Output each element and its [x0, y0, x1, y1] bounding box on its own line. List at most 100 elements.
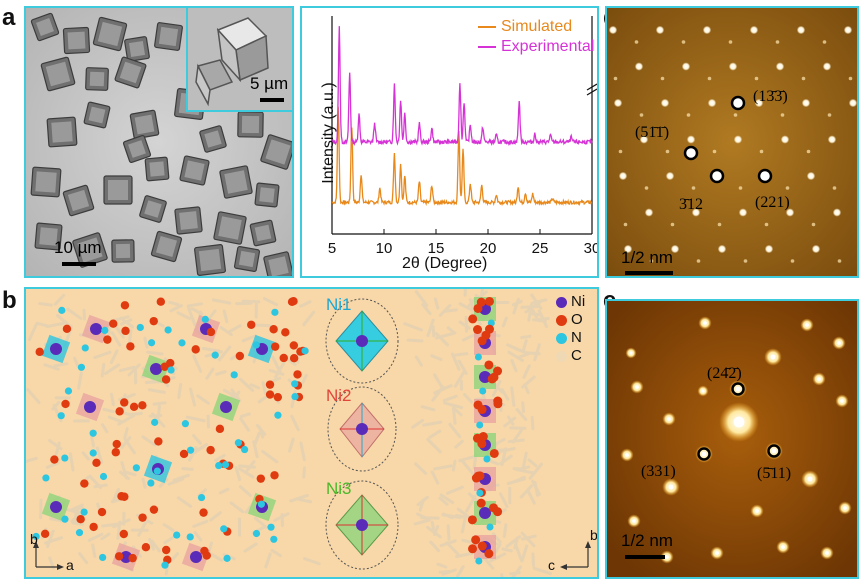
o-atom — [473, 471, 483, 481]
o-atom — [484, 360, 494, 370]
framework-bc-view — [403, 289, 553, 577]
diffraction-spot-core — [668, 484, 674, 490]
bond-stick — [45, 321, 66, 329]
bond-stick — [442, 394, 458, 403]
n-atom — [486, 523, 494, 531]
sem-image-panel: 5 µm 10 µm — [24, 6, 294, 278]
pxrd-chart-panel: 5 10 15 20 25 30 Simulated Experimental Inten… — [300, 6, 599, 278]
ni1-coordination-ellipse — [325, 298, 399, 384]
diffraction-spot-core — [665, 555, 669, 559]
saed-pattern-d — [607, 8, 857, 276]
bond-stick — [516, 352, 530, 359]
crystal-cube-face — [224, 170, 248, 194]
n-atom — [483, 455, 491, 463]
bond-stick — [193, 531, 203, 542]
weak-diffraction-spot — [759, 149, 764, 154]
bond-stick — [303, 557, 321, 566]
crystal-cube-face — [77, 237, 103, 263]
bond-stick — [192, 434, 202, 445]
bond-stick — [176, 496, 193, 508]
n-atom — [234, 439, 243, 447]
diffraction-spot-core — [703, 321, 707, 325]
ni-atom — [190, 551, 202, 563]
n-atom — [173, 531, 181, 539]
legend-experimental-label: Experimental — [501, 38, 595, 55]
ni-atom — [84, 401, 96, 413]
diffraction-spot — [822, 62, 832, 71]
bond-stick — [239, 412, 251, 418]
bond-stick — [181, 467, 194, 471]
bond-stick — [26, 456, 38, 463]
bond-stick — [446, 524, 451, 541]
bond-stick — [531, 552, 536, 568]
o-atom — [489, 372, 499, 382]
bond-stick — [258, 425, 265, 439]
weak-diffraction-spot — [691, 186, 696, 190]
bond-stick — [209, 511, 222, 522]
diffraction-spot-core — [735, 386, 741, 392]
diffraction-spot-core — [840, 399, 844, 403]
weak-diffraction-spot — [754, 76, 759, 81]
crystal-cube-face — [238, 250, 256, 268]
bond-stick — [520, 334, 532, 340]
diffraction-spot — [665, 171, 675, 181]
crystal-cube-face — [204, 130, 222, 148]
bond-stick — [243, 542, 258, 553]
bond-stick — [530, 312, 542, 317]
diffraction-spot — [639, 135, 649, 144]
crystal-cube-face — [259, 187, 275, 203]
n-atom — [75, 529, 84, 537]
diffraction-spot — [785, 208, 795, 217]
n-atom — [58, 306, 66, 314]
n-atom — [99, 472, 108, 481]
legend-o-label: O — [571, 311, 583, 328]
diffraction-spot-core — [701, 451, 707, 457]
bond-stick — [101, 522, 121, 528]
bond-stick — [201, 346, 221, 353]
diffraction-spot-core — [837, 341, 841, 345]
bond-stick — [436, 562, 448, 569]
bond-stick — [274, 361, 286, 379]
n-atom — [101, 326, 109, 335]
n-atom — [167, 366, 175, 374]
weak-diffraction-spot — [712, 149, 717, 154]
bond-stick — [443, 401, 464, 410]
saed-e-scale-bar — [625, 555, 665, 559]
legend-simulated-swatch — [478, 25, 496, 28]
bond-stick — [460, 459, 475, 475]
n-atom — [61, 515, 69, 523]
bond-stick — [414, 355, 423, 367]
o-atom — [235, 351, 245, 361]
legend-n-label: N — [571, 329, 582, 346]
o-atom — [115, 407, 124, 416]
o-atom — [149, 316, 158, 326]
ni-atom — [50, 343, 62, 355]
inset-scale-text: 5 µm — [250, 74, 289, 93]
crystal-cube-face — [179, 211, 198, 230]
bond-stick — [431, 385, 445, 402]
o-atom — [154, 437, 163, 446]
n-atom-swatch — [556, 332, 567, 344]
bond-stick — [172, 473, 190, 482]
weak-diffraction-spot — [639, 113, 644, 117]
bond-stick — [185, 415, 206, 423]
c-atom-swatch — [556, 350, 567, 362]
o-atom — [103, 335, 112, 344]
bond-stick — [162, 523, 175, 533]
bond-stick — [441, 568, 457, 576]
weak-diffraction-spot — [806, 149, 811, 154]
n-atom — [291, 392, 299, 401]
ni-atom — [90, 323, 102, 335]
bond-stick — [91, 543, 97, 558]
bond-stick — [110, 331, 122, 347]
bond-stick — [222, 309, 229, 324]
diffraction-spot — [618, 171, 628, 181]
n-atom — [230, 371, 238, 379]
bond-stick — [457, 359, 468, 375]
bond-stick — [519, 484, 534, 499]
bond-stick — [148, 413, 163, 418]
crystal-structure — [26, 289, 591, 577]
bond-stick — [257, 394, 270, 404]
diffraction-spot — [644, 208, 654, 217]
bond-stick — [446, 326, 457, 335]
